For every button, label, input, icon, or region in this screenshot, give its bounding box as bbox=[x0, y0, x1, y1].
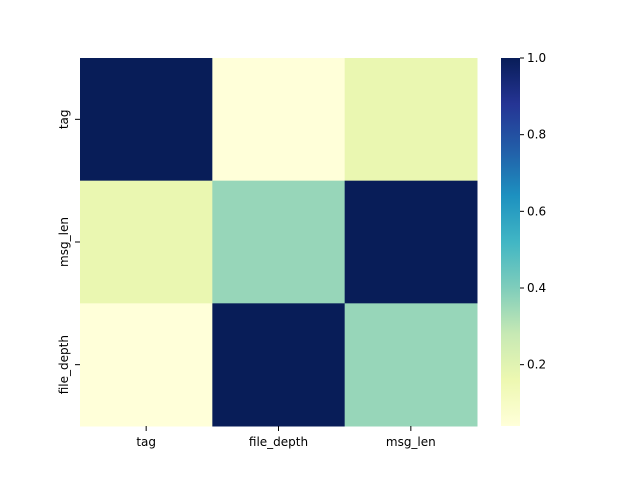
heatmap-cell bbox=[212, 180, 346, 304]
colorbar-tick-label: 0.2 bbox=[527, 358, 546, 372]
colorbar-tick-label: 0.4 bbox=[527, 281, 546, 295]
heatmap-cell bbox=[344, 303, 478, 427]
y-tick-label: msg_len bbox=[57, 217, 71, 267]
colorbar-tick-label: 0.6 bbox=[527, 204, 546, 218]
x-tick-label: file_depth bbox=[249, 435, 308, 449]
y-tick-label: file_depth bbox=[57, 335, 71, 394]
heatmap-cell bbox=[212, 303, 346, 427]
heatmap-cell bbox=[80, 180, 213, 304]
x-tick-label: msg_len bbox=[386, 435, 436, 449]
x-axis: tag file_depth msg_len bbox=[136, 426, 436, 449]
y-axis: tag msg_len file_depth bbox=[57, 109, 80, 394]
heatmap-cell bbox=[344, 58, 478, 182]
colorbar bbox=[501, 58, 520, 426]
heatmap-cells bbox=[80, 58, 478, 427]
colorbar-tick-label: 1.0 bbox=[527, 51, 546, 65]
colorbar-axis: 0.2 0.4 0.6 0.8 1.0 bbox=[520, 51, 546, 372]
colorbar-tick-label: 0.8 bbox=[527, 128, 546, 142]
heatmap-cell bbox=[344, 180, 478, 304]
y-tick-label: tag bbox=[57, 109, 71, 129]
heatmap-cell bbox=[212, 58, 346, 182]
heatmap-cell bbox=[80, 303, 213, 427]
heatmap-cell bbox=[80, 58, 213, 182]
x-tick-label: tag bbox=[136, 435, 156, 449]
